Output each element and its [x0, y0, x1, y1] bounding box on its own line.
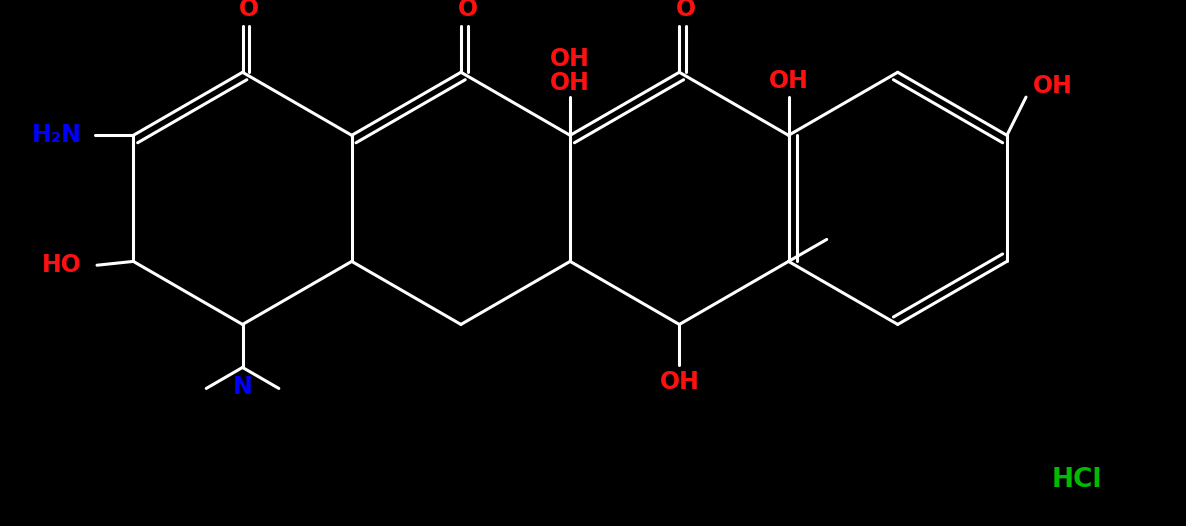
- Text: OH: OH: [769, 69, 809, 93]
- Text: OH: OH: [659, 370, 700, 394]
- Text: OH: OH: [550, 47, 591, 71]
- Text: HO: HO: [42, 253, 82, 277]
- Text: N: N: [232, 375, 253, 399]
- Text: H₂N: H₂N: [32, 123, 82, 147]
- Text: HCl: HCl: [1052, 467, 1103, 493]
- Text: OH: OH: [1033, 74, 1072, 98]
- Text: O: O: [240, 0, 260, 21]
- Text: OH: OH: [550, 71, 591, 95]
- Text: O: O: [458, 0, 478, 21]
- Text: O: O: [676, 0, 696, 21]
